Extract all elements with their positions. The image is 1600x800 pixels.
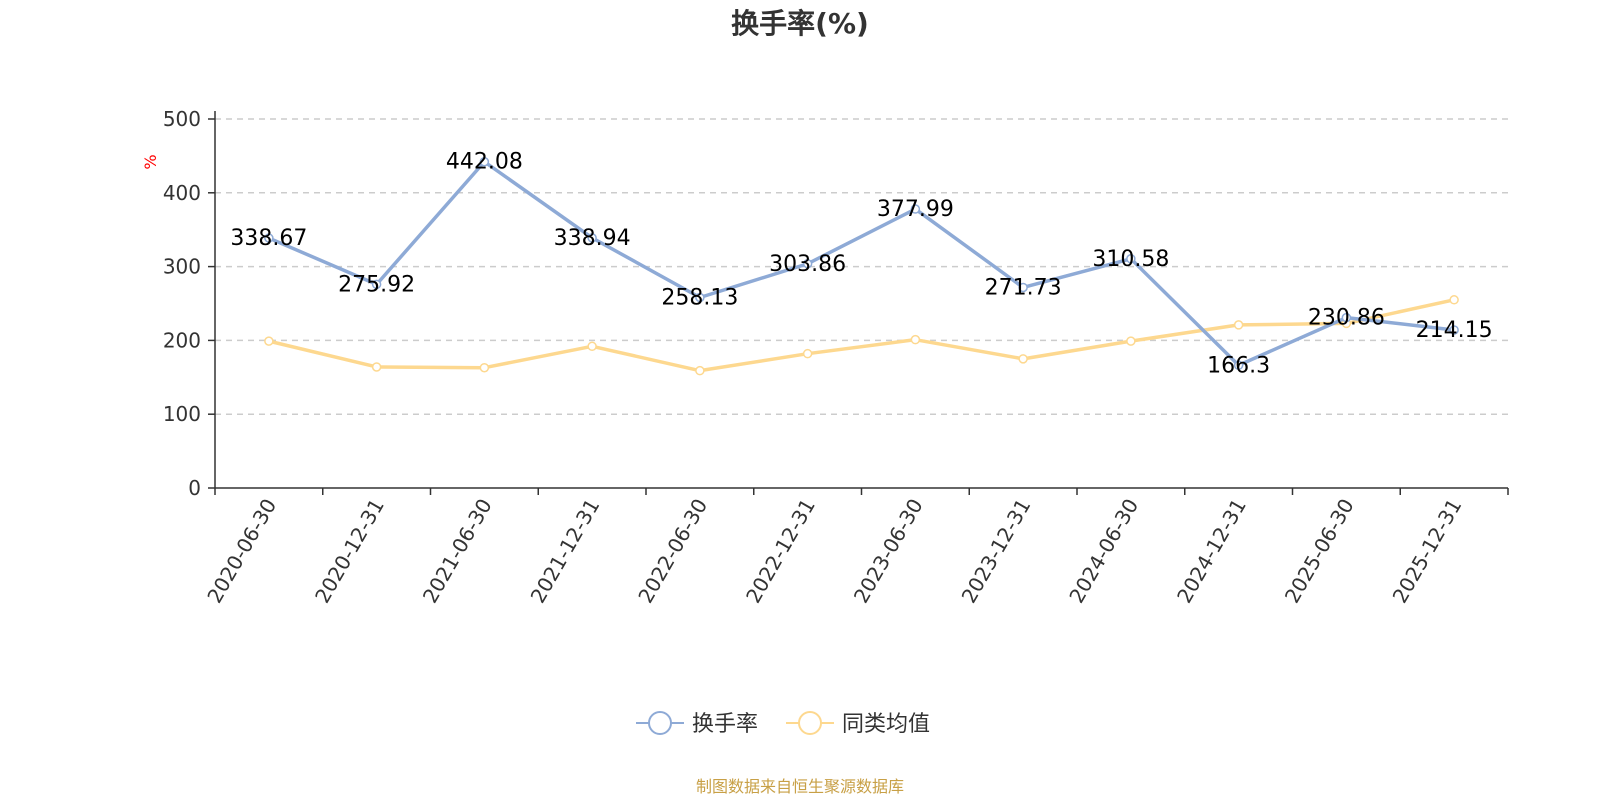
- data-label: 275.92: [338, 272, 415, 297]
- data-point: [1018, 354, 1028, 364]
- y-tick-label: 100: [163, 402, 201, 426]
- data-point: [371, 362, 382, 372]
- series-line-1: [268, 298, 1455, 373]
- x-tick-label: 2025-12-31: [1388, 495, 1467, 608]
- grid-lines: [215, 118, 1508, 415]
- x-tick-label: 2020-12-31: [310, 495, 389, 608]
- series-line-0: [268, 159, 1455, 368]
- data-point: [264, 233, 274, 243]
- x-tick-label: 2023-06-30: [849, 495, 928, 608]
- data-point: [587, 233, 597, 243]
- x-tick-label: 2021-06-30: [418, 495, 497, 608]
- data-point: [802, 259, 813, 269]
- y-tick-label: 500: [163, 107, 201, 131]
- data-point: [1126, 254, 1136, 264]
- data-label: 338.67: [230, 226, 307, 251]
- data-point: [1233, 320, 1244, 330]
- data-point: [1233, 360, 1244, 371]
- data-point: [587, 341, 597, 352]
- data-label: 258.13: [661, 286, 738, 311]
- chart-title: 换手率(%): [731, 7, 869, 40]
- legend: 换手率 同类均值: [636, 711, 930, 737]
- data-point: [1449, 295, 1459, 305]
- data-point: [1341, 312, 1352, 323]
- data-point: [802, 348, 813, 359]
- data-point: [1126, 336, 1136, 346]
- data-label: 310.58: [1092, 247, 1169, 272]
- data-point: [910, 204, 921, 214]
- data-point: [695, 365, 705, 376]
- y-axis-unit: %: [141, 154, 160, 169]
- x-tick-label: 2025-06-30: [1280, 495, 1359, 608]
- source-note: 制图数据来自恒生聚源数据库: [696, 777, 904, 796]
- data-labels: 338.67 275.92 442.08 338.94 258.13 303.86 377.…: [230, 150, 1492, 379]
- data-point: [1449, 325, 1459, 335]
- y-tick-label: 200: [163, 328, 201, 352]
- x-tick-label: 2024-06-30: [1064, 495, 1143, 608]
- x-tick-label: 2024-12-31: [1172, 495, 1251, 608]
- data-label: 338.94: [554, 226, 631, 251]
- data-label: 271.73: [985, 275, 1062, 300]
- data-point: [1018, 282, 1028, 293]
- series-lines: [264, 156, 1459, 376]
- x-tick-label: 2021-12-31: [526, 495, 605, 608]
- legend-label: 换手率: [692, 712, 758, 737]
- x-tick-label: 2023-12-31: [957, 495, 1036, 608]
- data-label: 214.15: [1416, 318, 1493, 343]
- data-point: [910, 334, 921, 345]
- data-point: [371, 279, 382, 290]
- x-tick-label: 2022-06-30: [633, 495, 712, 608]
- y-tick-label: 300: [163, 255, 201, 279]
- x-tick-label: 2020-06-30: [202, 495, 281, 608]
- legend-swatch-marker: [798, 711, 822, 735]
- data-point: [264, 336, 274, 346]
- legend-swatch-marker: [648, 711, 672, 735]
- data-label: 377.99: [877, 197, 954, 222]
- data-label: 303.86: [769, 252, 846, 277]
- y-tick-label: 400: [163, 181, 201, 205]
- data-label: 442.08: [446, 150, 523, 175]
- data-point: [695, 292, 705, 303]
- x-tick-label: 2022-12-31: [741, 495, 820, 608]
- y-tick-label: 0: [188, 476, 201, 500]
- data-point: [479, 362, 490, 373]
- data-point: [479, 156, 490, 167]
- legend-label: 同类均值: [842, 712, 930, 737]
- axes: 0 100 200 300 400 500 2020-06-30 2020-12-31 2021…: [163, 107, 1509, 608]
- data-label: 166.3: [1207, 353, 1270, 378]
- data-label: 230.86: [1308, 306, 1385, 331]
